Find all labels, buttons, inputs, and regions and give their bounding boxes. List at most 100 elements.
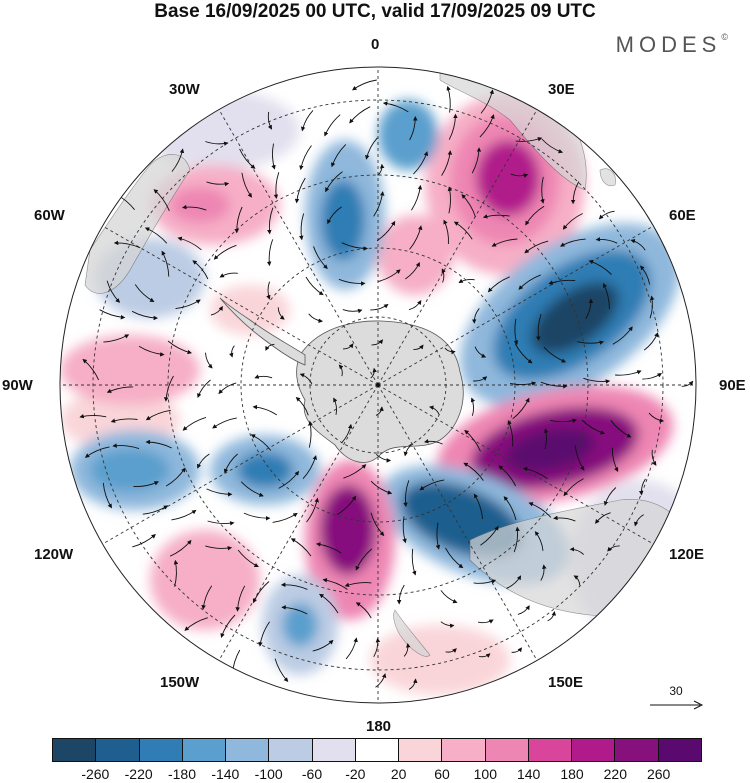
wind-arrow [265,343,275,351]
wind-arrow [375,673,387,688]
colorbar-swatch [615,739,659,761]
wind-arrow [352,79,377,91]
wind-arrow [553,515,576,522]
wind-arrow [403,480,410,508]
wind-arrow [595,237,618,244]
wind-arrow [271,143,276,170]
wind-arrow [514,343,533,364]
wind-arrow [463,462,484,481]
wind-arrow [540,176,545,204]
wind-arrow [409,116,418,141]
wind-arrow [535,313,542,341]
wind-arrow [440,621,455,629]
wind-arrow [336,495,357,516]
wind-arrow [477,619,494,624]
wind-arrow [182,204,207,211]
wind-arrow [342,343,354,350]
wind-arrow [544,428,549,450]
wind-arrow [524,240,549,254]
wind-arrow [290,538,312,557]
lon-label-150w: 150W [160,674,200,691]
colorbar-tick-label: -20 [345,766,366,782]
wind-arrow [212,417,237,429]
colorbar-swatch [399,739,443,761]
wind-arrow [110,418,138,423]
wind-arrow [167,340,192,355]
colorbar-tick-label: 20 [390,766,407,782]
wind-vectors [79,79,694,690]
colorbar-tick-label: -60 [301,766,323,782]
wind-arrow [341,423,353,444]
wind-arrow [402,516,407,544]
wind-arrow [498,465,517,487]
wind-arrow [169,539,192,557]
wind-arrow [234,206,243,234]
wind-arrow [171,509,197,521]
wind-arrow [175,299,201,310]
wind-arrow [243,512,271,521]
colorbar-tick-label: 140 [516,766,541,782]
wind-arrow [205,545,233,551]
lon-label-60w: 60W [34,207,65,224]
wind-arrow [547,611,557,622]
wind-arrow [408,678,418,690]
wind-arrow [473,376,488,382]
wind-arrow [145,409,171,421]
colorbar-tick-label: 220 [603,766,628,782]
wind-arrow [132,534,156,548]
wind-arrow [258,621,270,647]
wind-arrow [277,307,285,320]
wind-arrow [373,191,385,217]
wind-arrow [343,464,367,479]
wind-arrow [103,334,130,343]
wind-arrow [569,547,585,555]
wind-arrow [642,373,662,380]
wind-arrow [99,309,126,320]
wind-arrow [223,453,238,474]
wind-arrow [515,137,543,142]
wind-arrow [574,445,585,471]
wind-arrow [405,261,420,280]
wind-arrow [210,305,223,316]
wind-arrow [581,419,606,435]
wind-arrow [355,548,373,571]
wind-arrow [370,512,385,537]
anomaly-cell [378,100,438,170]
pole-marker [376,383,380,387]
wind-arrow [349,106,371,124]
wind-arrow [254,374,273,379]
wind-arrow [440,590,458,604]
lon-label-0: 0 [371,36,380,53]
wind-arrow [375,406,384,416]
colorbar-swatch [442,739,486,761]
wind-arrow [513,526,520,553]
wind-arrow [409,225,423,250]
colorbar-tick-label: -100 [254,766,283,782]
meridians [60,67,696,703]
wind-arrow [138,345,165,357]
wind-arrow [513,318,519,345]
wind-arrow [299,373,313,385]
colorbar-tick-label: -220 [124,766,153,782]
wind-arrow [182,416,207,431]
wind-arrow [266,281,271,300]
anomaly-cell [150,530,260,630]
wind-arrow [308,313,323,323]
colorbar-swatch [485,739,529,761]
wind-arrow [577,340,605,345]
wind-arrow [562,213,583,230]
wind-arrow [205,141,229,146]
wind-arrow [444,347,456,355]
wind-arrow [651,449,657,466]
wind-arrow [541,138,564,154]
wind-arrow [112,443,140,450]
wind-arrow [171,148,185,172]
wind-arrow [630,239,646,251]
anomaly-cell [476,140,540,216]
wind-arrow [341,242,368,251]
wind-arrow [274,658,289,682]
lon-label-30e: 30E [548,81,575,98]
wind-arrow [370,367,377,379]
colorbar-tick-label: 100 [473,766,498,782]
wind-arrow [511,647,523,653]
